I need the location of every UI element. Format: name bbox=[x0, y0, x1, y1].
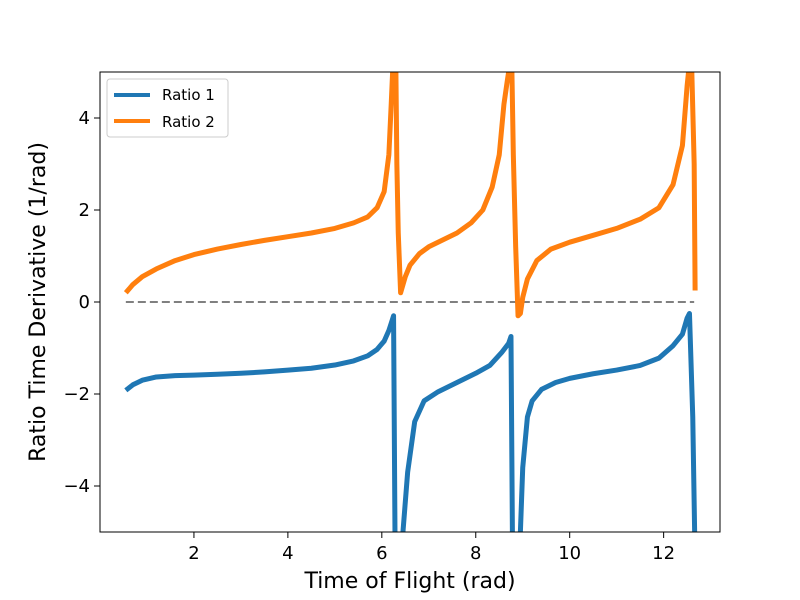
x-axis-label: Time of Flight (rad) bbox=[303, 569, 515, 594]
x-tick-label: 2 bbox=[188, 543, 199, 564]
y-tick-label: 0 bbox=[79, 292, 90, 313]
y-axis-label: Ratio Time Derivative (1/rad) bbox=[26, 142, 51, 462]
x-tick-label: 8 bbox=[470, 543, 481, 564]
y-tick-label: 4 bbox=[79, 108, 90, 129]
legend-label-ratio-1: Ratio 1 bbox=[162, 86, 215, 104]
y-tick-label: −4 bbox=[63, 476, 90, 497]
y-tick-label: 2 bbox=[79, 200, 90, 221]
x-tick-label: 10 bbox=[558, 543, 581, 564]
legend-label-ratio-2: Ratio 2 bbox=[162, 113, 215, 131]
series-layer bbox=[123, 72, 698, 532]
x-tick-label: 6 bbox=[376, 543, 387, 564]
x-axis-ticks: 2 4 6 8 10 12 bbox=[188, 532, 675, 564]
y-tick-label: −2 bbox=[63, 384, 90, 405]
y-axis-ticks: −4 −2 0 2 4 bbox=[63, 108, 100, 497]
legend: Ratio 1 Ratio 2 bbox=[106, 78, 229, 138]
series-line-ratio-1 bbox=[124, 311, 698, 532]
x-tick-label: 12 bbox=[652, 543, 675, 564]
series-line-ratio-2 bbox=[123, 72, 698, 319]
plot-area bbox=[123, 72, 698, 532]
x-tick-label: 4 bbox=[282, 543, 293, 564]
